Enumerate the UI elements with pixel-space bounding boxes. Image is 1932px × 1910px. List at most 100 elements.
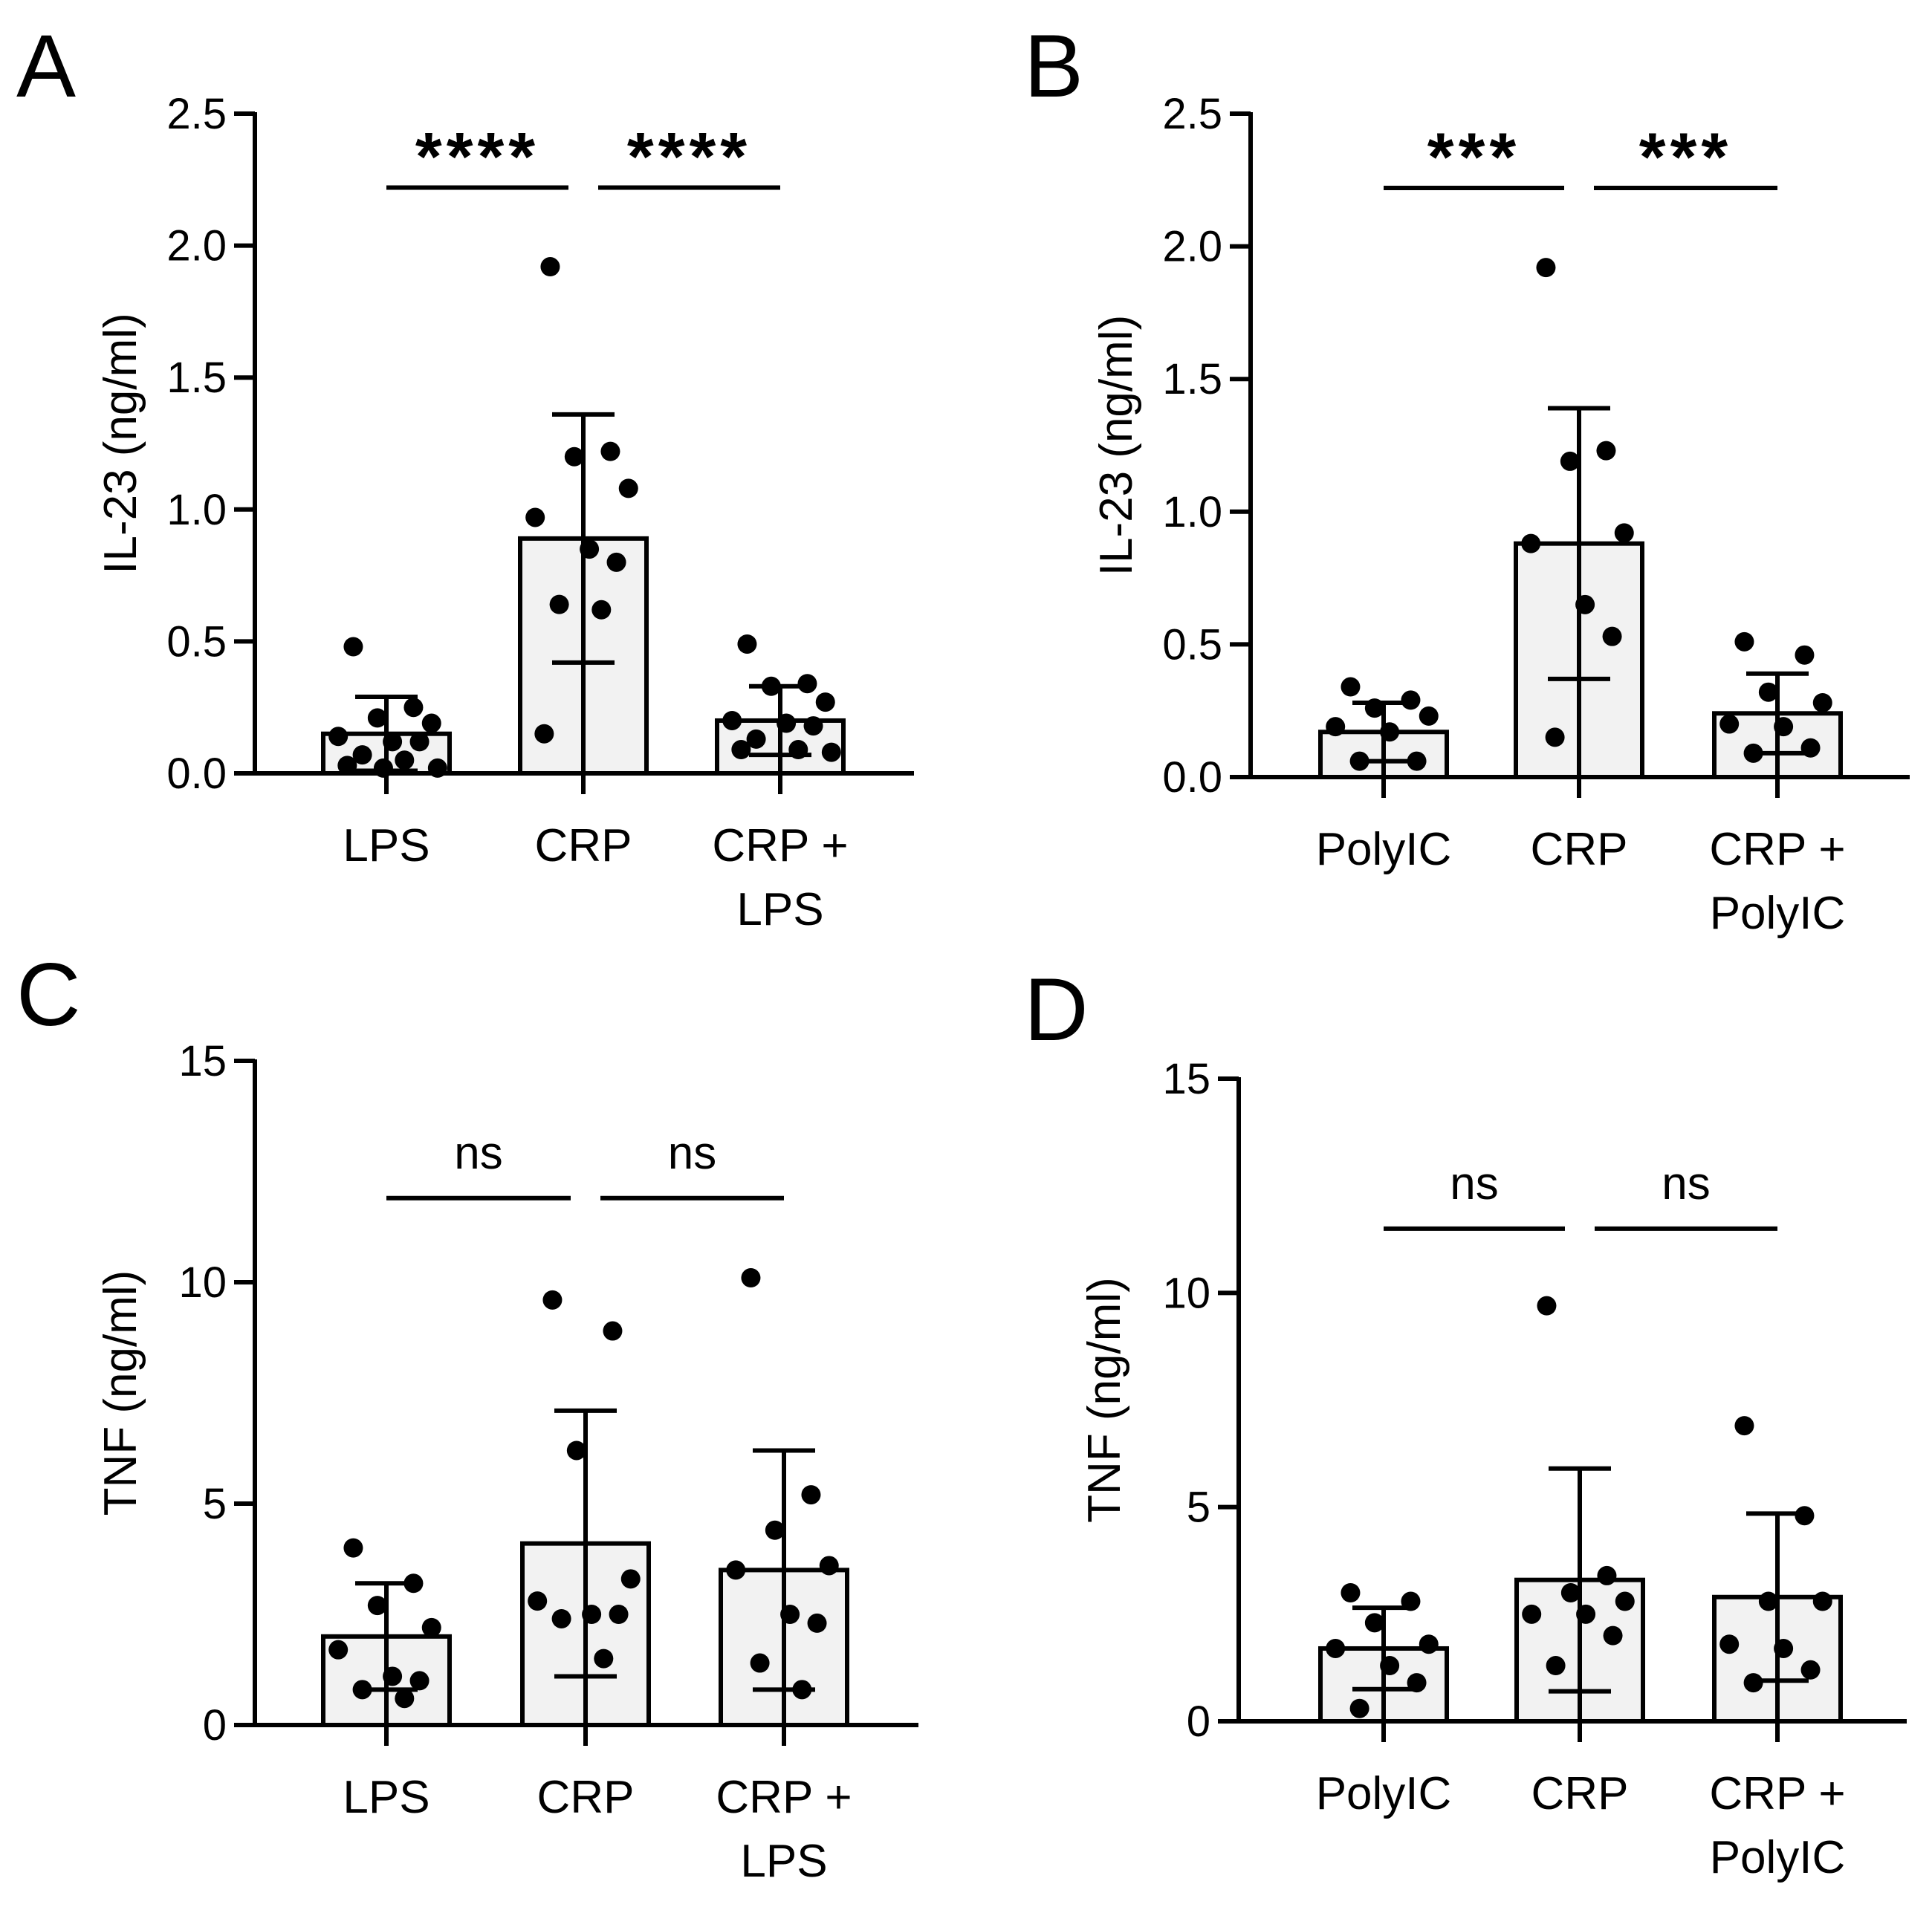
y-tick-label: 1.0 <box>1162 488 1222 536</box>
category-label: LPS <box>343 1772 429 1823</box>
data-point <box>549 594 569 614</box>
panel-label: D <box>1024 960 1089 1059</box>
data-point <box>801 1485 821 1505</box>
significance-label: **** <box>627 119 751 195</box>
y-tick-label: 10 <box>178 1258 227 1307</box>
data-point <box>1545 727 1565 747</box>
data-point <box>1812 1591 1832 1611</box>
data-point <box>722 710 742 730</box>
data-point <box>328 1640 349 1660</box>
data-point <box>409 1671 429 1691</box>
y-axis-label: IL-23 (ng/ml) <box>95 313 146 574</box>
data-point <box>421 1617 441 1637</box>
data-point <box>1536 258 1556 278</box>
y-tick-label: 15 <box>1162 1055 1210 1103</box>
data-point <box>1758 682 1778 702</box>
y-tick-label: 15 <box>178 1037 227 1085</box>
data-point <box>1326 717 1346 737</box>
significance-label: **** <box>415 119 539 195</box>
data-point <box>1614 523 1634 543</box>
data-point <box>525 507 545 527</box>
data-point <box>1341 677 1361 697</box>
y-tick-label: 1.5 <box>1162 355 1222 403</box>
data-point <box>594 1648 614 1669</box>
data-point <box>731 740 751 760</box>
category-label: PolyIC <box>1316 824 1452 875</box>
category-label: CRP <box>537 1772 635 1823</box>
category-label: CRP <box>535 820 632 871</box>
data-point <box>1603 1625 1623 1646</box>
data-point <box>421 713 441 733</box>
data-point <box>564 446 584 467</box>
data-point <box>403 698 424 718</box>
y-tick-label: 2.5 <box>166 90 227 138</box>
panel-a: A 0.0 0.5 1.0 1.5 2.0 2.5 IL-23 (ng/ml) LPS CRP CR… <box>16 16 914 935</box>
significance-label: *** <box>1427 120 1520 195</box>
data-point <box>606 552 626 572</box>
significance-label: *** <box>1639 120 1732 195</box>
data-point <box>551 1608 571 1628</box>
y-tick-label: 2.0 <box>1162 223 1222 271</box>
data-point <box>1734 631 1754 652</box>
data-point <box>1419 1634 1439 1654</box>
data-point <box>534 724 554 744</box>
y-tick-label: 1.0 <box>166 486 227 534</box>
data-point <box>1800 1660 1821 1680</box>
panel-b: B 0.0 0.5 1.0 1.5 2.0 2.5 IL-23 (ng/ml) PolyIC CR… <box>1024 16 1910 939</box>
data-point <box>1537 1296 1557 1316</box>
data-point <box>395 750 415 770</box>
data-point <box>1546 1656 1566 1676</box>
data-point <box>821 742 841 762</box>
category-label: CRP + PolyIC <box>1709 1768 1845 1883</box>
data-point <box>352 745 372 765</box>
data-point <box>1719 714 1740 734</box>
data-point <box>1734 1416 1754 1436</box>
data-point <box>540 257 560 277</box>
data-point <box>1349 1698 1369 1718</box>
y-tick-label: 0.0 <box>1162 753 1222 802</box>
data-point <box>1364 1613 1384 1633</box>
y-axis-label: IL-23 (ng/ml) <box>1091 315 1142 576</box>
significance-label: ns <box>668 1128 716 1179</box>
data-point <box>337 756 357 776</box>
y-tick-label: 0 <box>1187 1698 1210 1746</box>
category-label: CRP <box>1531 1768 1629 1819</box>
panel-c: C 0 5 10 15 TNF (ng/ml) LPS CRP CRP + LPS ns ns <box>16 945 918 1887</box>
data-point <box>566 1440 586 1461</box>
data-point <box>1522 1604 1542 1624</box>
y-axis-label: TNF (ng/ml) <box>1079 1277 1130 1523</box>
data-point <box>542 1290 563 1310</box>
y-tick-label: 5 <box>1187 1484 1210 1532</box>
data-point <box>600 441 620 461</box>
panel-label: B <box>1024 16 1083 116</box>
data-point <box>750 1653 770 1673</box>
category-label: CRP + PolyIC <box>1709 824 1845 939</box>
data-point <box>1812 692 1832 712</box>
data-point <box>819 1556 839 1576</box>
data-point <box>1560 1583 1581 1602</box>
data-point <box>1419 706 1439 726</box>
data-point <box>726 1560 746 1580</box>
y-axis-label: TNF (ng/ml) <box>95 1270 146 1516</box>
data-point <box>1596 441 1616 461</box>
significance-label: ns <box>1662 1158 1710 1209</box>
data-point <box>1407 751 1427 771</box>
data-point <box>1615 1591 1635 1611</box>
data-point <box>603 1321 623 1341</box>
significance-label: ns <box>1450 1158 1498 1209</box>
data-point <box>1597 1565 1617 1585</box>
y-tick-label: 5 <box>203 1480 227 1528</box>
category-label: CRP + LPS <box>712 820 848 935</box>
data-point <box>367 708 387 728</box>
y-tick-label: 2.5 <box>1162 90 1222 138</box>
data-point <box>815 692 835 712</box>
y-tick-label: 0.0 <box>166 750 227 798</box>
data-point <box>1795 645 1815 665</box>
category-label: CRP + LPS <box>716 1772 852 1887</box>
data-point <box>746 729 766 749</box>
data-point <box>741 1268 761 1288</box>
data-point <box>427 758 447 778</box>
y-tick-label: 0 <box>203 1701 227 1750</box>
data-point <box>797 674 817 694</box>
